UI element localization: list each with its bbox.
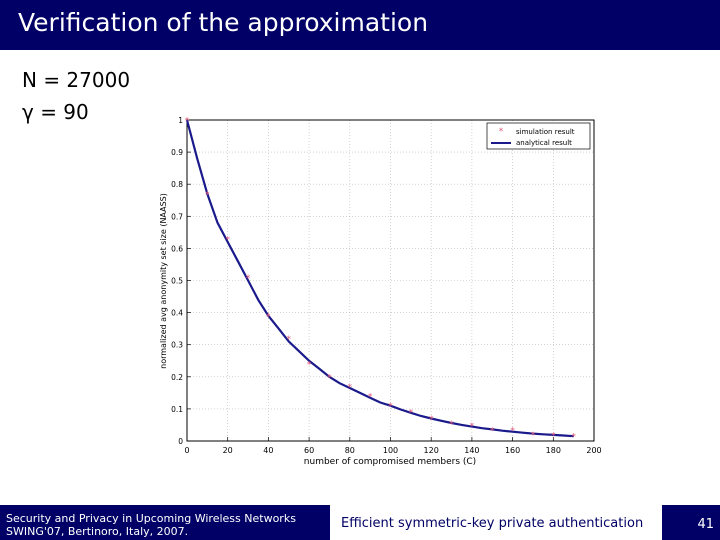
y-tick-label: 0.5 bbox=[171, 277, 183, 286]
y-tick-label: 0.8 bbox=[171, 180, 183, 189]
x-tick-label: 120 bbox=[424, 446, 439, 455]
x-tick-label: 200 bbox=[586, 446, 601, 455]
chart-grid bbox=[186, 119, 595, 442]
chart-ticks: 0 20 40 60 80 100 120 140 160 180 200 0 0.1 0.2 0.3 0.4… bbox=[171, 116, 602, 455]
y-tick-label: 0 bbox=[178, 437, 183, 446]
slide-title: Verification of the approximation bbox=[18, 8, 429, 37]
footer-line-2: SWING'07, Bertinoro, Italy, 2007. bbox=[6, 525, 189, 538]
x-tick-label: 80 bbox=[345, 446, 355, 455]
chart-series: * * * * * * * * * * * * * * * * * * * * bbox=[185, 117, 577, 443]
footer-topic-box: Efficient symmetric-key private authenti… bbox=[330, 505, 662, 540]
legend-analytical-label: analytical result bbox=[516, 139, 572, 147]
simulation-point: * bbox=[368, 393, 373, 403]
x-tick-label: 140 bbox=[464, 446, 479, 455]
legend-simulation-label: simulation result bbox=[516, 128, 575, 136]
simulation-point: * bbox=[429, 415, 434, 425]
simulation-point: * bbox=[287, 335, 292, 345]
legend-box bbox=[486, 122, 591, 150]
legend: * simulation result analytical result bbox=[486, 122, 591, 150]
x-tick-label: 180 bbox=[546, 446, 561, 455]
footer-line-1: Security and Privacy in Upcoming Wireles… bbox=[6, 512, 296, 525]
simulation-point: * bbox=[449, 420, 454, 430]
y-tick-label: 0.9 bbox=[171, 148, 183, 157]
analytical-result-line bbox=[185, 119, 574, 438]
param-n: N = 27000 bbox=[22, 68, 131, 92]
simulation-point: * bbox=[205, 190, 210, 200]
simulation-point: * bbox=[388, 402, 393, 412]
x-tick-label: 20 bbox=[223, 446, 233, 455]
y-tick-label: 0.1 bbox=[171, 405, 183, 414]
page-number: 41 bbox=[697, 517, 714, 532]
simulation-point: * bbox=[551, 432, 556, 442]
footer-conference: Security and Privacy in Upcoming Wireles… bbox=[6, 512, 296, 538]
simulation-point: * bbox=[348, 383, 353, 393]
simulation-point: * bbox=[246, 274, 251, 284]
x-tick-label: 100 bbox=[383, 446, 398, 455]
simulation-point: * bbox=[470, 422, 475, 432]
legend-marker-icon: * bbox=[499, 127, 504, 137]
param-gamma: γ = 90 bbox=[22, 100, 89, 124]
parameters: N = 27000 γ = 90 bbox=[22, 64, 130, 128]
title-bar: Verification of the approximation bbox=[0, 0, 720, 50]
simulation-point: * bbox=[185, 117, 190, 127]
simulation-point: * bbox=[307, 360, 312, 370]
footer-bar: Security and Privacy in Upcoming Wireles… bbox=[0, 505, 720, 540]
x-tick-label: 0 bbox=[184, 446, 189, 455]
y-tick-label: 1 bbox=[178, 116, 183, 125]
simulation-point: * bbox=[409, 409, 414, 419]
simulation-point: * bbox=[571, 433, 576, 443]
x-axis-label: number of compromised members (C) bbox=[304, 457, 476, 467]
x-tick-label: 40 bbox=[263, 446, 273, 455]
y-tick-label: 0.2 bbox=[171, 373, 183, 382]
y-tick-label: 0.3 bbox=[171, 341, 183, 350]
simulation-point: * bbox=[490, 426, 495, 436]
y-tick-label: 0.6 bbox=[171, 244, 183, 253]
simulation-point: * bbox=[327, 373, 332, 383]
y-tick-label: 0.4 bbox=[171, 309, 183, 318]
y-axis-label: normalized avg anonymity set size (NAASS… bbox=[159, 193, 168, 369]
simulation-point: * bbox=[510, 426, 515, 436]
simulation-point: * bbox=[225, 235, 230, 245]
plot-frame bbox=[186, 119, 595, 442]
footer-topic: Efficient symmetric-key private authenti… bbox=[341, 516, 644, 531]
x-tick-label: 60 bbox=[304, 446, 314, 455]
x-tick-label: 160 bbox=[505, 446, 520, 455]
simulation-point: * bbox=[266, 312, 271, 322]
simulation-point: * bbox=[531, 431, 536, 441]
y-tick-label: 0.7 bbox=[171, 212, 183, 221]
